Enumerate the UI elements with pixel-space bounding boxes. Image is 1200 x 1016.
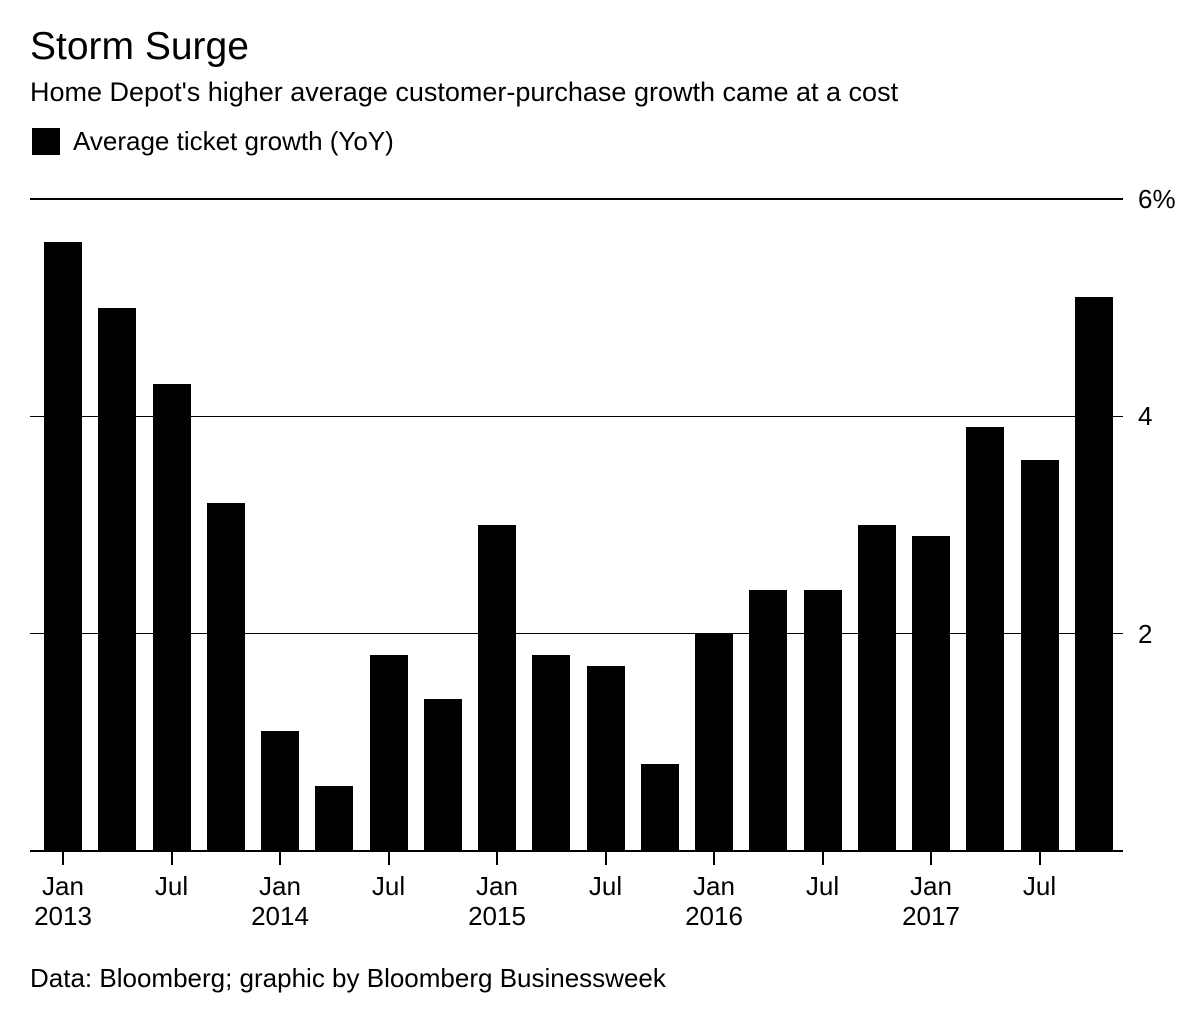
x-axis-tick [496,852,498,865]
gridline-4 [30,415,1123,418]
x-tick-month-label: Jul [371,871,406,901]
x-tick-month-label: Jan [42,871,84,901]
bar [1020,459,1059,851]
x-tick-year-label: 2016 [685,901,743,931]
bar [966,427,1005,851]
bar [1074,296,1113,851]
gridline-6 [30,198,1123,200]
bar [369,655,408,851]
bar [695,633,733,851]
bar [423,698,462,851]
x-tick-year-label: 2015 [468,901,526,931]
x-axis-tick [604,852,607,865]
bar [206,503,245,851]
x-tick-month-label: Jan [693,871,735,901]
x-axis-tick [1038,852,1041,865]
bar [44,242,82,851]
bar [98,307,137,851]
page-title: Storm Surge [30,25,249,68]
x-axis-tick [170,852,173,865]
bar [152,383,191,851]
page-subtitle: Home Depot's higher average customer-pur… [30,77,899,107]
x-tick-month-label: Jan [910,871,952,901]
y-axis-label-4: 4 [1138,401,1153,432]
source-caption: Data: Bloomberg; graphic by Bloomberg Bu… [30,963,666,993]
bar [478,525,516,851]
x-tick-month-label: Jul [154,871,189,901]
bar [586,666,625,851]
x-axis-tick [713,852,715,865]
x-axis-tick [930,852,932,865]
x-tick-month-label: Jan [259,871,301,901]
x-axis-line [30,850,1123,852]
y-axis-label-2: 2 [1138,618,1153,649]
bar [912,535,950,851]
bar [857,525,896,851]
x-tick-year-label: 2014 [251,901,309,931]
x-tick-month-label: Jul [588,871,623,901]
x-tick-month-label: Jul [1022,871,1057,901]
bar [261,731,299,851]
x-tick-year-label: 2017 [902,901,960,931]
x-axis-tick [279,852,281,865]
x-tick-year-label: 2013 [34,901,92,931]
x-axis-tick [387,852,390,865]
bar [749,590,788,851]
x-tick-month-label: Jan [476,871,518,901]
bar [640,764,679,851]
legend-swatch-icon [32,128,60,155]
legend: Average ticket growth (YoY) [32,128,394,155]
gridline-2 [30,632,1123,635]
legend-label: Average ticket growth (YoY) [73,126,394,156]
x-axis-tick [821,852,824,865]
bar [532,655,571,851]
x-axis-tick [62,852,64,865]
x-tick-month-label: Jul [805,871,840,901]
bar [315,785,354,851]
y-axis-label-6: 6% [1138,184,1176,214]
bar [803,590,842,851]
